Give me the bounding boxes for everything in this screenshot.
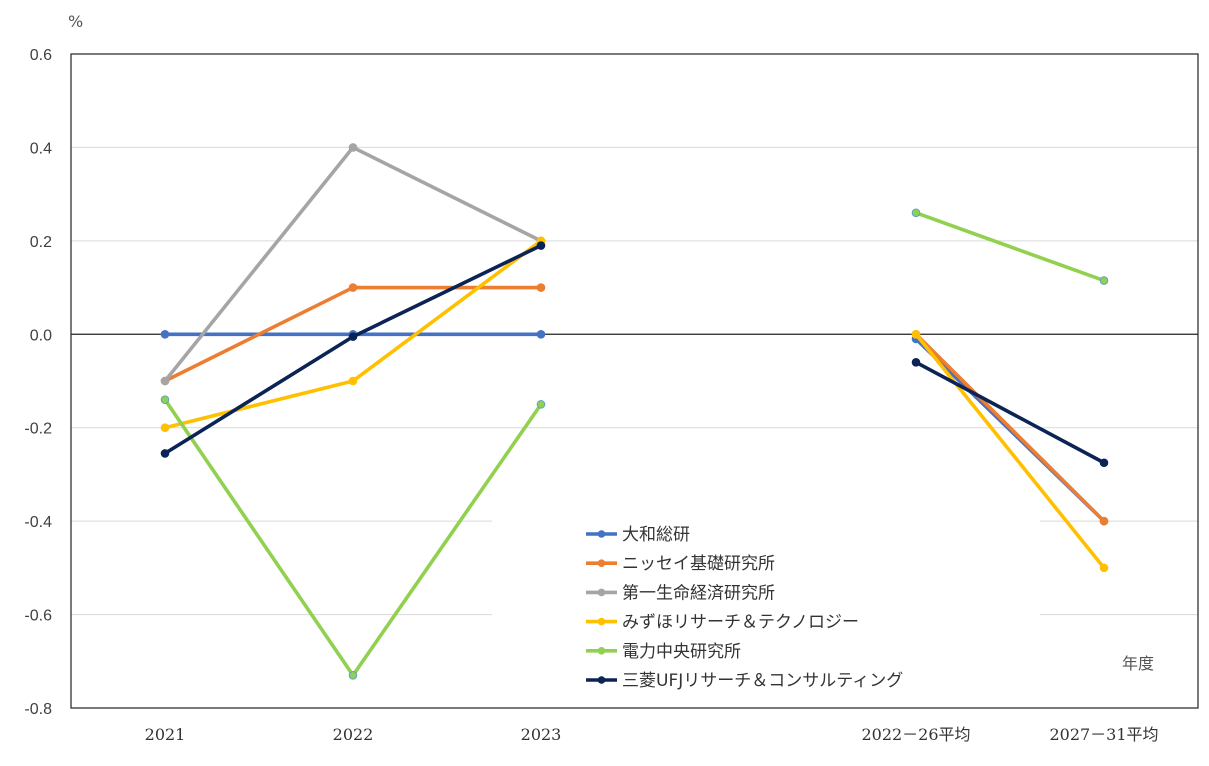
legend-label: 電力中央研究所 (622, 642, 741, 662)
legend-label: ニッセイ基礎研究所 (622, 554, 775, 574)
y-tick-label: -0.6 (24, 608, 52, 625)
series-line (914, 332, 1106, 570)
data-point (348, 671, 358, 680)
legend-label: 三菱UFJリサーチ＆コンサルティング (622, 671, 903, 691)
y-tick-label: -0.4 (24, 514, 52, 531)
data-point (348, 332, 358, 341)
legend-label: みずほリサーチ＆テクノロジー (622, 613, 859, 633)
legend-swatch-marker (597, 647, 606, 655)
x-tick-label: 2022 (333, 725, 374, 744)
series-line (163, 145, 543, 383)
data-point (160, 329, 170, 339)
data-point (911, 329, 921, 339)
data-point (160, 376, 170, 386)
data-point (1099, 516, 1109, 526)
legend: 大和総研ニッセイ基礎研究所第一生命経済研究所みずほリサーチ＆テクノロジー電力中央… (586, 525, 903, 691)
series-group (160, 241, 1109, 468)
legend-swatch-marker (597, 617, 606, 626)
legend-label: 第一生命経済研究所 (622, 583, 775, 603)
series-line (163, 397, 543, 678)
series-line (914, 360, 1106, 465)
x-tick-label: 2027－31平均 (1049, 725, 1158, 744)
data-point (348, 283, 358, 292)
series-line (914, 332, 1106, 523)
data-point (911, 358, 921, 367)
x-axis-ticks: 2021 2022 2023 2022－26平均 2027－31平均 (145, 725, 1159, 744)
y-tick-label: 0.2 (30, 234, 52, 251)
data-point (160, 449, 170, 458)
plot-area-frame (70, 53, 1199, 709)
data-point (536, 241, 546, 250)
legend-swatch-marker (597, 530, 606, 538)
y-tick-label: 0.6 (30, 47, 52, 64)
y-tick-label: 0.4 (30, 140, 52, 157)
data-point (348, 143, 358, 152)
legend-swatch-marker (597, 676, 606, 684)
legend-label: 大和総研 (622, 525, 690, 545)
series-line (914, 211, 1106, 283)
data-point (536, 283, 546, 292)
data-point (1099, 458, 1109, 468)
legend-swatch-marker (597, 588, 606, 597)
x-tick-label: 2022－26平均 (861, 725, 970, 744)
y-axis-ticks: 0.6 0.4 0.2 0.0 -0.2 -0.4 -0.6 -0.8 (24, 47, 52, 718)
data-point (536, 400, 546, 409)
data-point (1099, 563, 1109, 573)
y-axis-unit: % (68, 12, 83, 31)
x-axis-unit: 年度 (1122, 654, 1154, 673)
data-point (348, 376, 358, 386)
data-point (160, 395, 170, 404)
series-group (160, 208, 1109, 680)
data-point (1099, 276, 1109, 285)
data-point (911, 208, 921, 218)
data-point (160, 423, 170, 433)
series-lines (160, 143, 1109, 680)
legend-background (492, 515, 1040, 705)
x-tick-label: 2023 (521, 725, 562, 744)
y-tick-label: 0.0 (30, 327, 52, 344)
x-tick-label: 2021 (145, 725, 186, 744)
series-group (160, 143, 546, 386)
series-group (160, 283, 1109, 526)
y-tick-label: -0.8 (24, 701, 52, 718)
data-point (536, 329, 546, 339)
series-line (163, 243, 543, 456)
y-tick-label: -0.2 (24, 421, 52, 438)
legend-swatch-marker (597, 559, 606, 567)
